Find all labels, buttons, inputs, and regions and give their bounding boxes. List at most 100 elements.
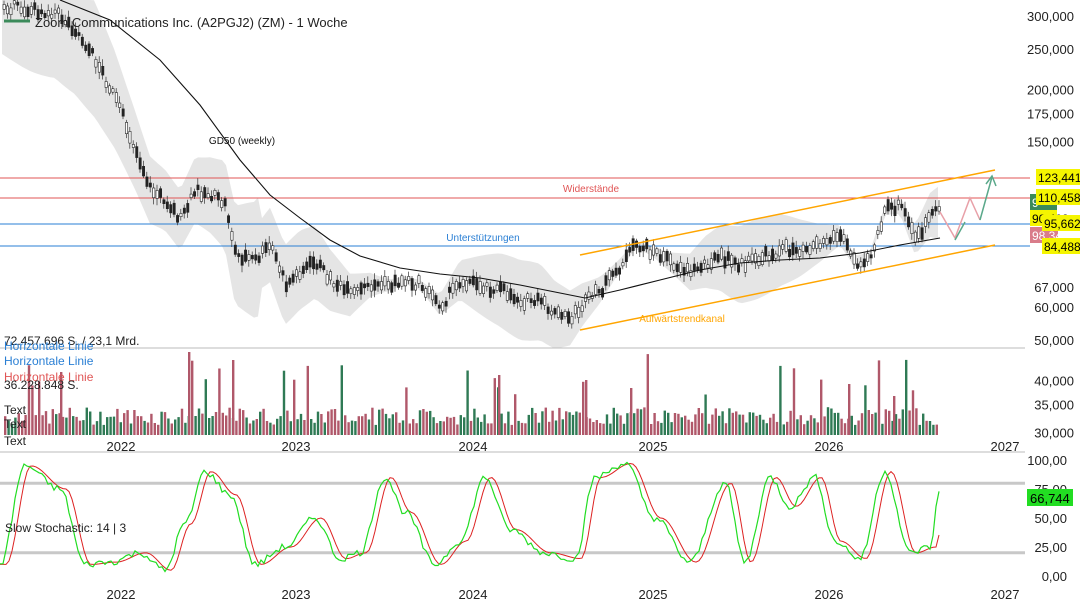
candle-body (254, 254, 258, 261)
candle-body (563, 310, 567, 317)
candle-body (672, 263, 676, 271)
candle-body (148, 182, 152, 188)
volume-bar (663, 410, 666, 435)
candle-body (176, 215, 179, 223)
volume-bar (306, 365, 309, 435)
forecast-arrows (939, 174, 997, 241)
volume-bar (204, 379, 207, 435)
volume-bar (806, 420, 809, 435)
volume-bar (140, 416, 143, 435)
volume-bar (660, 422, 663, 435)
legend-line: Text (4, 403, 27, 417)
volume-bar (877, 360, 881, 435)
candle-body (169, 204, 173, 214)
volume-bar (340, 365, 343, 435)
volume-bar (755, 415, 758, 435)
candle-body (852, 252, 856, 265)
volume-bar (371, 407, 374, 435)
candle-body (70, 25, 74, 36)
volume-bar (310, 419, 313, 435)
volume-bar (745, 422, 748, 435)
candle-body (135, 146, 139, 158)
stochastic-tick-label: 50,00 (1034, 511, 1067, 526)
candle-body (50, 14, 54, 19)
candle-body (454, 281, 458, 291)
year-label: 2024 (459, 587, 488, 602)
legend-line: 36.228.848 S. (4, 378, 79, 392)
volume-bar (860, 413, 864, 435)
candle-body (101, 66, 105, 76)
volume-bar (520, 422, 524, 435)
year-label: 2025 (639, 439, 668, 454)
stochastic-d-line (0, 462, 940, 571)
price-tick-label: 300,000 (1027, 9, 1074, 24)
candle-body (210, 196, 213, 202)
volume-bar (735, 411, 738, 435)
candle-body (550, 310, 554, 316)
candle-body (900, 203, 904, 209)
volume-bar (616, 413, 619, 435)
volume-bar (24, 414, 27, 435)
candle-body (475, 278, 479, 291)
candle-body (104, 81, 108, 88)
volume-bar (769, 417, 772, 435)
candle-body (832, 230, 836, 242)
stochastic-tick-label: 25,00 (1034, 540, 1067, 555)
candle-body (679, 261, 683, 273)
candle-body (376, 281, 380, 287)
volume-bar (201, 413, 204, 435)
volume-bar (82, 420, 85, 435)
candle-body (318, 259, 322, 269)
volume-bar (622, 423, 626, 435)
volume-bar (582, 381, 585, 435)
volume-bar (473, 408, 476, 435)
candle-body (386, 280, 390, 290)
moving-average (59, 0, 941, 299)
candle-body (893, 205, 897, 217)
candle-body (257, 255, 261, 263)
candle-body (862, 258, 866, 268)
year-label: 2025 (639, 587, 668, 602)
volume-bar (333, 409, 337, 435)
candle-body (611, 270, 615, 277)
volume-bar (269, 422, 272, 435)
candle-body (628, 247, 632, 253)
volume-bar (741, 414, 745, 435)
volume-bar (493, 378, 496, 435)
candle-body (16, 1, 20, 6)
volume-bar (337, 420, 340, 435)
candle-body (74, 28, 78, 37)
candle-body (560, 311, 564, 320)
price-label-top-bg (1036, 169, 1080, 185)
candle-body (533, 300, 537, 306)
candle-body (295, 269, 298, 277)
price-label-support: 84,488 (1044, 240, 1080, 254)
volume-bar (537, 422, 541, 435)
volume-bar (153, 423, 156, 435)
volume-bar (823, 416, 826, 435)
volume-bar (405, 387, 408, 435)
candle-body (536, 292, 540, 302)
price-tick-label: 175,000 (1027, 106, 1074, 121)
candle-body (937, 206, 941, 212)
candle-body (33, 2, 37, 10)
candle-body (818, 243, 822, 249)
candle-body (43, 13, 47, 19)
volume-bar (265, 421, 269, 435)
axes: 300,000 250,000 200,000 175,000 150,000 67,00… (107, 9, 1080, 602)
volume-bar (721, 411, 724, 435)
candle-body (247, 254, 251, 261)
volume-bar (191, 360, 194, 435)
candle-body (873, 244, 877, 252)
candle-body (522, 298, 526, 311)
year-label: 2024 (459, 439, 488, 454)
volume-bar (514, 394, 517, 435)
candle-body (352, 287, 356, 295)
volume-bar (585, 380, 588, 435)
candle-body (315, 263, 319, 270)
volume-bar (61, 416, 65, 435)
candle-body (767, 255, 771, 262)
candle-body (607, 270, 611, 281)
volume-bar (820, 379, 823, 435)
volume-bar (412, 419, 415, 435)
